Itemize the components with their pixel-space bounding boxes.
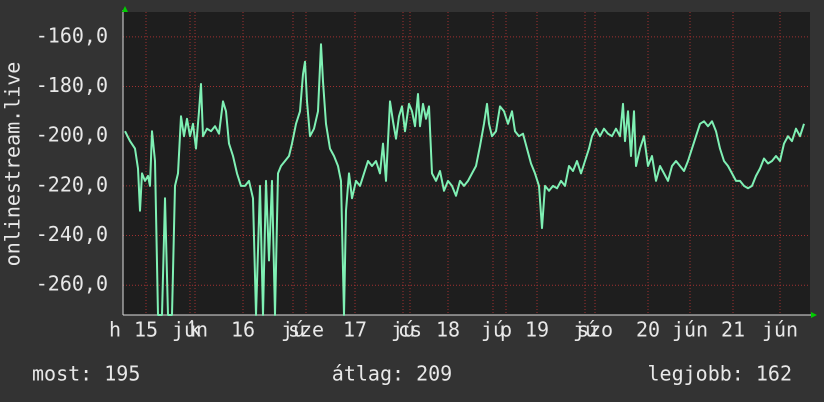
x-tick-label: jún xyxy=(672,318,708,342)
x-tick-label: 16 xyxy=(231,318,255,342)
axis-arrow xyxy=(811,312,817,318)
stat: most: 195 xyxy=(32,362,140,386)
x-tick-label: szo xyxy=(577,318,613,342)
x-tick-label: jún xyxy=(762,318,798,342)
x-tick-label: jú xyxy=(481,318,505,342)
y-tick-label: -260,0 xyxy=(36,272,108,296)
x-tick-label: 19 xyxy=(525,318,549,342)
stat: átlag: 209 xyxy=(332,362,452,386)
stat: legjobb: 162 xyxy=(648,362,793,386)
y-tick-label: -200,0 xyxy=(36,123,108,147)
y-tick-label: -240,0 xyxy=(36,222,108,246)
x-tick-label: k xyxy=(189,318,201,342)
axis-arrow xyxy=(122,6,128,12)
x-tick-label: jú xyxy=(573,318,597,342)
x-tick-label: jún xyxy=(172,318,208,342)
x-tick-label: 17 xyxy=(343,318,367,342)
x-tick-label: 21 xyxy=(721,318,745,342)
x-tick-label: jú xyxy=(391,318,415,342)
y-tick-label: -220,0 xyxy=(36,172,108,196)
y-axis-label: onlinestream.live xyxy=(1,62,25,267)
x-tick-label: h xyxy=(109,318,121,342)
x-tick-label: 15 xyxy=(134,318,158,342)
y-tick-label: -180,0 xyxy=(36,73,108,97)
x-tick-label: 20 xyxy=(636,318,660,342)
x-tick-label: cs xyxy=(398,318,422,342)
x-tick-label: p xyxy=(500,318,512,342)
x-tick-label: jú xyxy=(281,318,305,342)
x-tick-label: 18 xyxy=(436,318,460,342)
plot-area xyxy=(123,12,810,315)
y-tick-label: -160,0 xyxy=(36,23,108,47)
data-line xyxy=(124,43,805,316)
x-tick-label: sze xyxy=(288,318,324,342)
